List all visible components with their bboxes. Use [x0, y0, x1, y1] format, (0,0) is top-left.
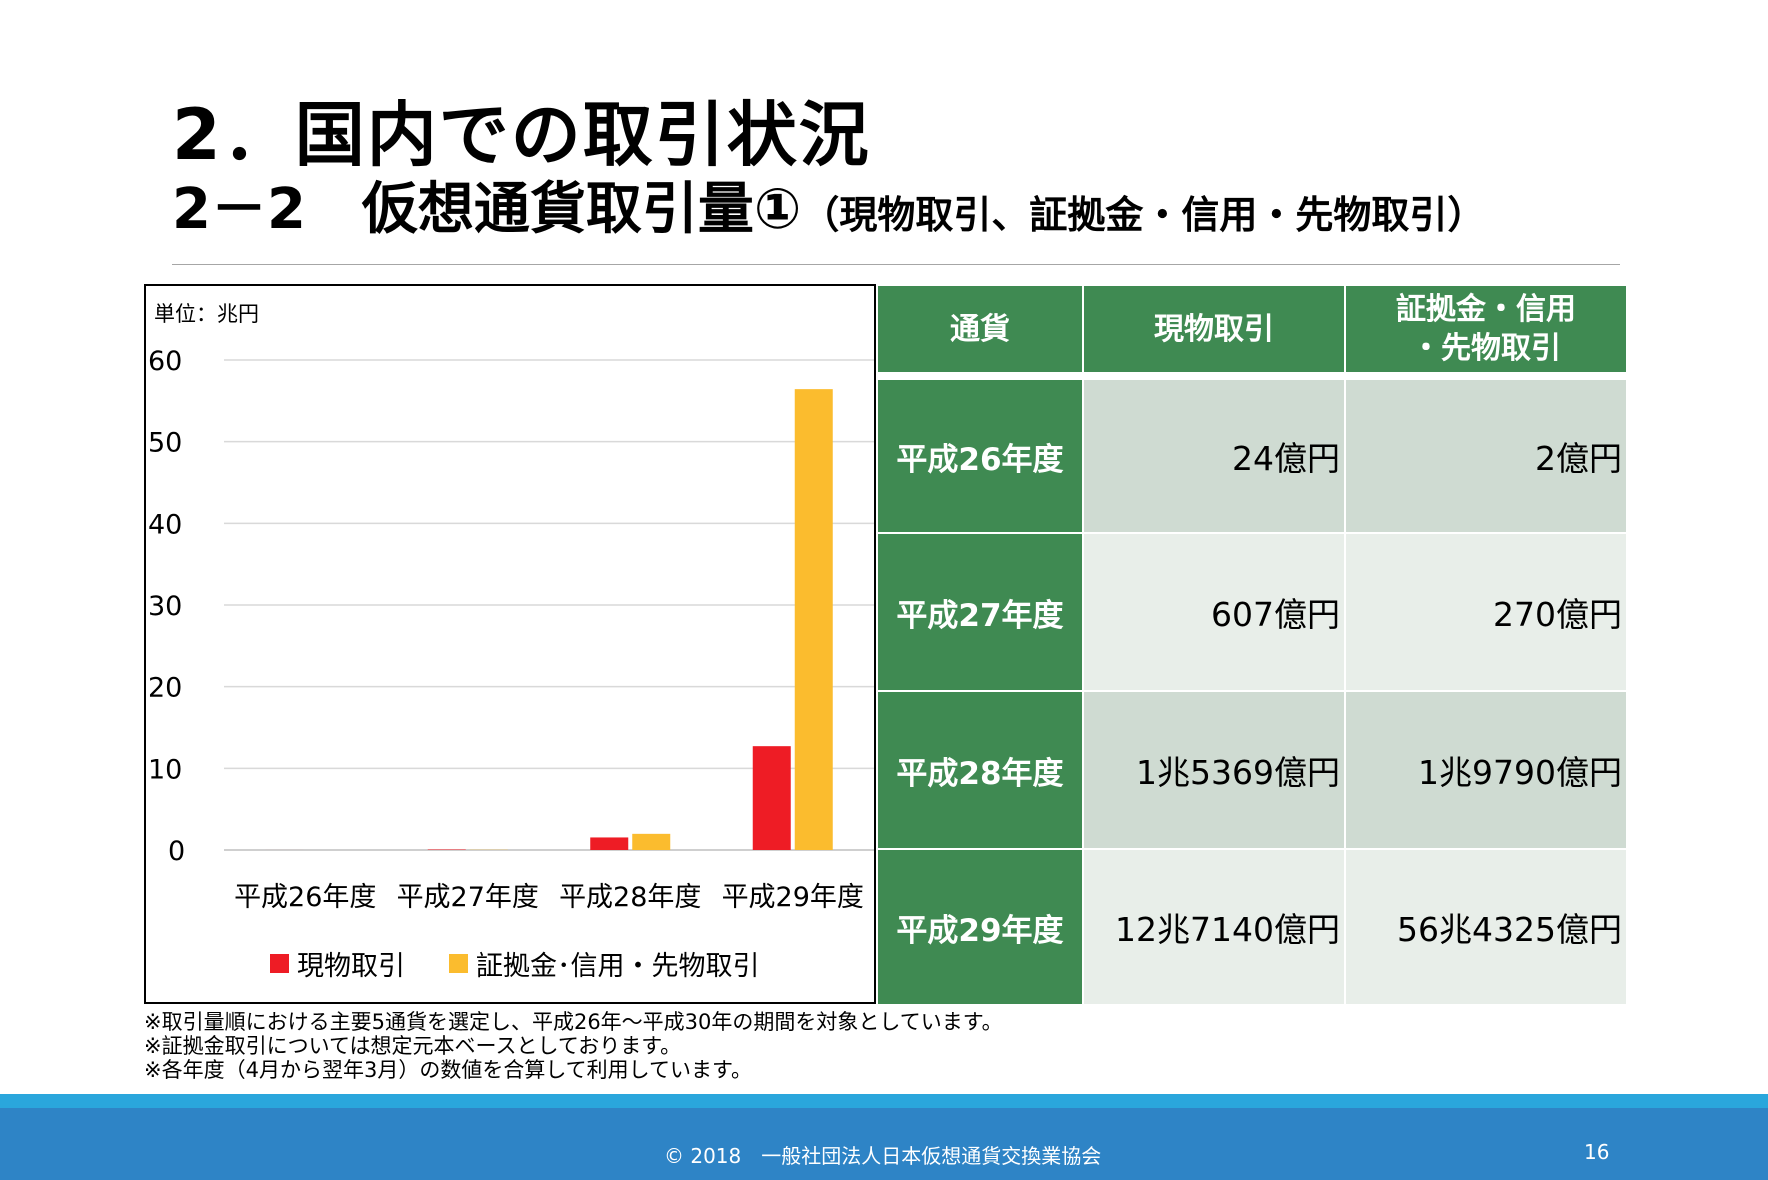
copyright-text: © 2018 一般社団法人日本仮想通貨交換業協会 [664, 1144, 1102, 1168]
table-cell-margin: 1兆9790億円 [1346, 692, 1626, 848]
row-label-text: 平成28年度 [896, 755, 1064, 792]
cell-text: 24億円 [1232, 439, 1340, 478]
table-row-label: 平成29年度 [878, 850, 1082, 1004]
table-row-label: 平成27年度 [878, 534, 1082, 690]
footer-bar: © 2018 一般社団法人日本仮想通貨交換業協会 16 [0, 1108, 1768, 1180]
table-cell-spot: 1兆5369億円 [1084, 692, 1344, 848]
x-tick-label: 平成28年度 [559, 882, 701, 913]
y-tick-label: 30 [148, 591, 182, 622]
y-tick-label: 20 [148, 673, 182, 704]
table-cell-margin: 2億円 [1346, 380, 1626, 532]
x-tick-label: 平成29年度 [722, 882, 864, 913]
table-header-margin: 証拠金・信用 ・先物取引 [1346, 286, 1626, 372]
legend-swatch-spot [270, 954, 289, 973]
row-label-text: 平成27年度 [896, 597, 1064, 634]
row-label-text: 平成29年度 [896, 912, 1064, 949]
footnotes: ※取引量順における主要5通貨を選定し、平成26年～平成30年の期間を対象としてい… [144, 1010, 1003, 1082]
cell-text: 1兆5369億円 [1136, 753, 1340, 792]
cell-text: 2億円 [1535, 439, 1622, 478]
volume-table: 通貨 現物取引 証拠金・信用 ・先物取引 平成26年度 24億円 2億円 平成2… [878, 286, 1626, 1004]
bar-chart: 単位：兆円 0 10 20 30 40 50 60 平成26年度 平成27年度 平成28年度 平成2… [144, 284, 876, 1004]
x-tick-label: 平成27年度 [397, 882, 539, 913]
y-tick-label: 0 [168, 836, 185, 867]
footnote: ※証拠金取引については想定元本ベースとしております。 [144, 1034, 682, 1058]
header-text: 通貨 [950, 311, 1010, 347]
table-header-spot: 現物取引 [1084, 286, 1344, 372]
bar-spot [752, 746, 791, 850]
bar-margin [632, 833, 671, 850]
x-tick-label: 平成26年度 [234, 882, 376, 913]
subtitle-main: 2－2 仮想通貨取引量① [172, 177, 802, 242]
y-tick-label: 40 [148, 509, 182, 540]
legend-label-margin: 証拠金･信用・先物取引 [476, 951, 760, 982]
footnote: ※各年度（4月から翌年3月）の数値を合算して利用しています。 [144, 1058, 752, 1082]
page-title: 2．国内での取引状況 [172, 94, 871, 176]
table-header-currency: 通貨 [878, 286, 1082, 372]
row-label-text: 平成26年度 [896, 441, 1064, 478]
bar-spot [590, 837, 629, 850]
cell-text: 12兆7140億円 [1115, 910, 1340, 949]
title-divider [172, 264, 1620, 265]
cell-text: 607億円 [1211, 595, 1340, 634]
header-text: 現物取引 [1154, 311, 1274, 347]
table-row-label: 平成28年度 [878, 692, 1082, 848]
unit-label: 単位：兆円 [154, 302, 259, 326]
legend-label-spot: 現物取引 [297, 951, 405, 982]
table-row-label: 平成26年度 [878, 380, 1082, 532]
table-cell-spot: 24億円 [1084, 380, 1344, 532]
footnote: ※取引量順における主要5通貨を選定し、平成26年～平成30年の期間を対象としてい… [144, 1010, 1003, 1034]
y-tick-label: 10 [148, 754, 182, 785]
cell-text: 1兆9790億円 [1418, 753, 1622, 792]
cell-text: 270億円 [1493, 595, 1622, 634]
bar-margin [794, 389, 833, 850]
legend-swatch-margin [449, 954, 468, 973]
cell-text: 56兆4325億円 [1397, 910, 1622, 949]
page-number: 16 [1584, 1140, 1610, 1164]
legend-item-margin: 証拠金･信用・先物取引 [449, 944, 760, 983]
table-cell-margin: 56兆4325億円 [1346, 850, 1626, 1004]
y-tick-label: 60 [148, 346, 182, 377]
y-tick-label: 50 [148, 428, 182, 459]
footer-stripe [0, 1094, 1768, 1108]
table-cell-spot: 12兆7140億円 [1084, 850, 1344, 1004]
subtitle-paren: （現物取引、証拠金・信用・先物取引） [801, 193, 1486, 237]
chart-canvas: 0 10 20 30 40 50 60 平成26年度 平成27年度 平成28年度 平成29年度 [148, 346, 874, 913]
table-cell-margin: 270億円 [1346, 534, 1626, 690]
header-text: 証拠金・信用 ・先物取引 [1396, 292, 1576, 366]
chart-legend: 現物取引 証拠金･信用・先物取引 [270, 944, 804, 983]
page-subtitle: 2－2 仮想通貨取引量①（現物取引、証拠金・信用・先物取引） [172, 182, 1485, 238]
table-cell-spot: 607億円 [1084, 534, 1344, 690]
legend-item-spot: 現物取引 [270, 944, 405, 983]
